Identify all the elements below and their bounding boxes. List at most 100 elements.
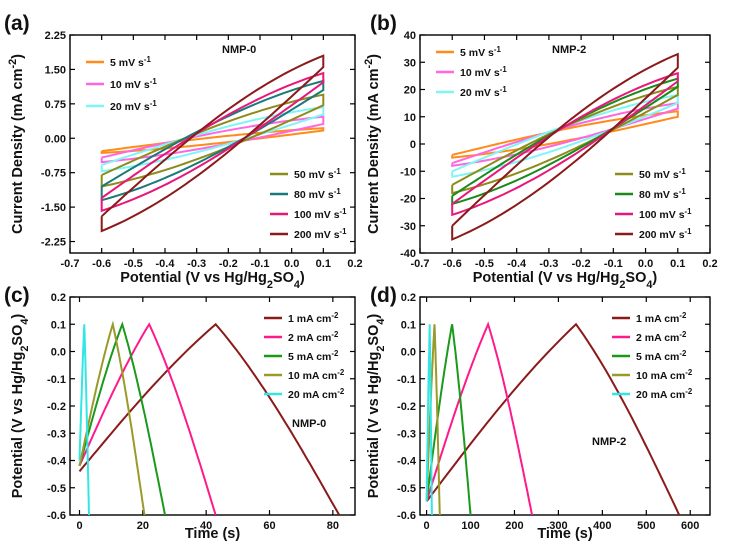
- series-line-1-ma-cm-2: [78, 322, 341, 515]
- y-tick-label: -0.75: [41, 168, 66, 180]
- y-axis-label: Potential (V vs Hg/Hg2SO4): [366, 314, 387, 499]
- series-line-5-mv-s-1: [451, 110, 679, 159]
- x-tick-label: -0.1: [251, 258, 270, 270]
- series-line-10-ma-cm-2: [78, 320, 146, 515]
- x-tick-label: -0.6: [443, 258, 462, 270]
- y-tick-label: 30: [404, 57, 416, 69]
- y-tick-label: -0.1: [397, 374, 416, 386]
- series-line-1-ma-cm-2: [425, 322, 681, 515]
- series-line-100-mv-s-1: [100, 71, 325, 213]
- series-line-2-ma-cm-2: [78, 322, 217, 515]
- y-axis-label: Potential (V vs Hg/Hg2SO4): [10, 314, 31, 499]
- x-tick-label: 0.0: [284, 258, 299, 270]
- y-tick-label: 1.50: [45, 64, 66, 76]
- y-tick-label: -0.2: [397, 401, 416, 413]
- x-tick-label: -0.2: [219, 258, 238, 270]
- series-line-200-mv-s-1: [451, 52, 679, 241]
- x-tick-label: 600: [681, 520, 699, 532]
- x-tick-label: 0.2: [347, 258, 362, 270]
- legend-label: 2 mA cm-2: [288, 330, 339, 345]
- y-tick-label: -0.4: [47, 456, 67, 468]
- y-tick-label: -0.5: [47, 483, 66, 495]
- plot-frame: [69, 296, 356, 516]
- x-tick-label: -0.2: [572, 258, 591, 270]
- curves: [425, 321, 681, 515]
- x-tick-label: 40: [200, 520, 212, 532]
- y-tick-label: 40: [404, 30, 416, 42]
- y-tick-label: -1.50: [41, 202, 66, 214]
- y-tick-label: -0.4: [397, 456, 417, 468]
- legend-label: 10 mA cm-2: [636, 368, 693, 383]
- series-line-50-mv-s-1: [451, 85, 679, 195]
- panel-letter: (b): [370, 12, 397, 35]
- x-tick-label: 0.2: [702, 258, 717, 270]
- x-tick-label: 0.0: [638, 258, 653, 270]
- x-tick-label: 20: [137, 520, 149, 532]
- curves: [78, 320, 341, 515]
- chart-panel-a: (a) -0.7 -0.6 -0.5 -0.4 -0.3 -0.2 -0.1 0.0 0.1 0.2…: [4, 12, 363, 291]
- legend-label: 50 mV s-1: [294, 167, 341, 182]
- y-tick-label: 0: [410, 139, 416, 151]
- y-tick-label: 2.25: [45, 30, 66, 42]
- y-tick-label: -0.6: [47, 510, 66, 522]
- y-tick-label: -0.5: [397, 483, 416, 495]
- x-tick-label: 60: [263, 520, 275, 532]
- x-axis-label: Time (s): [185, 526, 241, 542]
- y-tick-label: -0.3: [47, 428, 66, 440]
- legend-label: 100 mV s-1: [639, 207, 692, 222]
- sample-annotation: NMP-2: [592, 436, 626, 448]
- x-tick-label: 0: [424, 520, 430, 532]
- x-tick-label: 300: [549, 520, 567, 532]
- x-tick-label: -0.7: [61, 258, 80, 270]
- panel-letter: (d): [370, 284, 397, 307]
- y-tick-label: -0.1: [47, 374, 66, 386]
- y-tick-label: -0.6: [397, 510, 416, 522]
- sample-annotation: NMP-0: [222, 44, 256, 56]
- legend: 5 mV s-1 10 mV s-1 20 mV s-1 50 mV s-1 80 mV…: [436, 45, 692, 242]
- legend-label: 20 mA cm-2: [288, 387, 345, 402]
- y-tick-label: 0.75: [45, 99, 66, 111]
- y-tick-label: -20: [400, 194, 416, 206]
- legend-label: 80 mV s-1: [294, 187, 341, 202]
- y-tick-label: 20: [404, 85, 416, 97]
- x-tick-label: -0.3: [539, 258, 558, 270]
- curves: [451, 52, 679, 241]
- chart-panel-c: (c) 0 20 40 60 80 0.2 0.1 0.0 -0.1 -0.2 -0.3 -0.4 -0.…: [4, 284, 356, 542]
- x-tick-label: 100: [461, 520, 479, 532]
- chart-panel-d: (d) 0 100 200 300 400 500 600 0.2 0.1 0.0 -0.1 -0.2 -…: [366, 284, 711, 542]
- series-line-20-ma-cm-2: [78, 324, 90, 515]
- legend-label: 5 mV s-1: [460, 45, 501, 60]
- sample-annotation: NMP-0: [292, 418, 326, 430]
- series-line-80-mv-s-1: [451, 77, 679, 206]
- y-tick-label: -30: [400, 221, 416, 233]
- sample-annotation: NMP-2: [552, 44, 586, 56]
- x-tick-label: -0.4: [507, 258, 527, 270]
- x-tick-label: -0.5: [475, 258, 494, 270]
- x-tick-label: -0.4: [156, 258, 176, 270]
- y-axis-label: Current Density (mA cm-2): [363, 54, 382, 234]
- legend-label: 5 mA cm-2: [636, 349, 687, 364]
- series-line-20-ma-cm-2: [425, 324, 433, 515]
- x-tick-label: -0.7: [411, 258, 430, 270]
- legend: 5 mV s-1 10 mV s-1 20 mV s-1 50 mV s-1 80 mV…: [86, 55, 347, 242]
- legend-label: 200 mV s-1: [294, 227, 347, 242]
- x-tick-label: 80: [327, 520, 339, 532]
- x-tick-label: -0.5: [124, 258, 143, 270]
- legend-label: 1 mA cm-2: [288, 311, 339, 326]
- x-axis-label: Time (s): [537, 526, 593, 542]
- y-tick-label: -40: [400, 248, 416, 260]
- legend-label: 5 mA cm-2: [288, 349, 339, 364]
- legend-label: 10 mA cm-2: [288, 368, 345, 383]
- legend-label: 20 mV s-1: [110, 99, 157, 114]
- y-tick-label: -2.25: [41, 237, 66, 249]
- legend-label: 2 mA cm-2: [636, 330, 687, 345]
- x-tick-label: -0.1: [604, 258, 623, 270]
- legend-label: 200 mV s-1: [639, 227, 692, 242]
- legend: 1 mA cm-2 2 mA cm-2 5 mA cm-2 10 mA cm-2 20 …: [612, 311, 693, 401]
- series-line-2-ma-cm-2: [425, 321, 533, 515]
- y-tick-label: 0.2: [51, 292, 66, 304]
- series-line-200-mv-s-1: [100, 54, 325, 233]
- x-axis-label: Potential (V vs Hg/Hg2SO4): [473, 270, 658, 291]
- x-tick-label: 400: [593, 520, 611, 532]
